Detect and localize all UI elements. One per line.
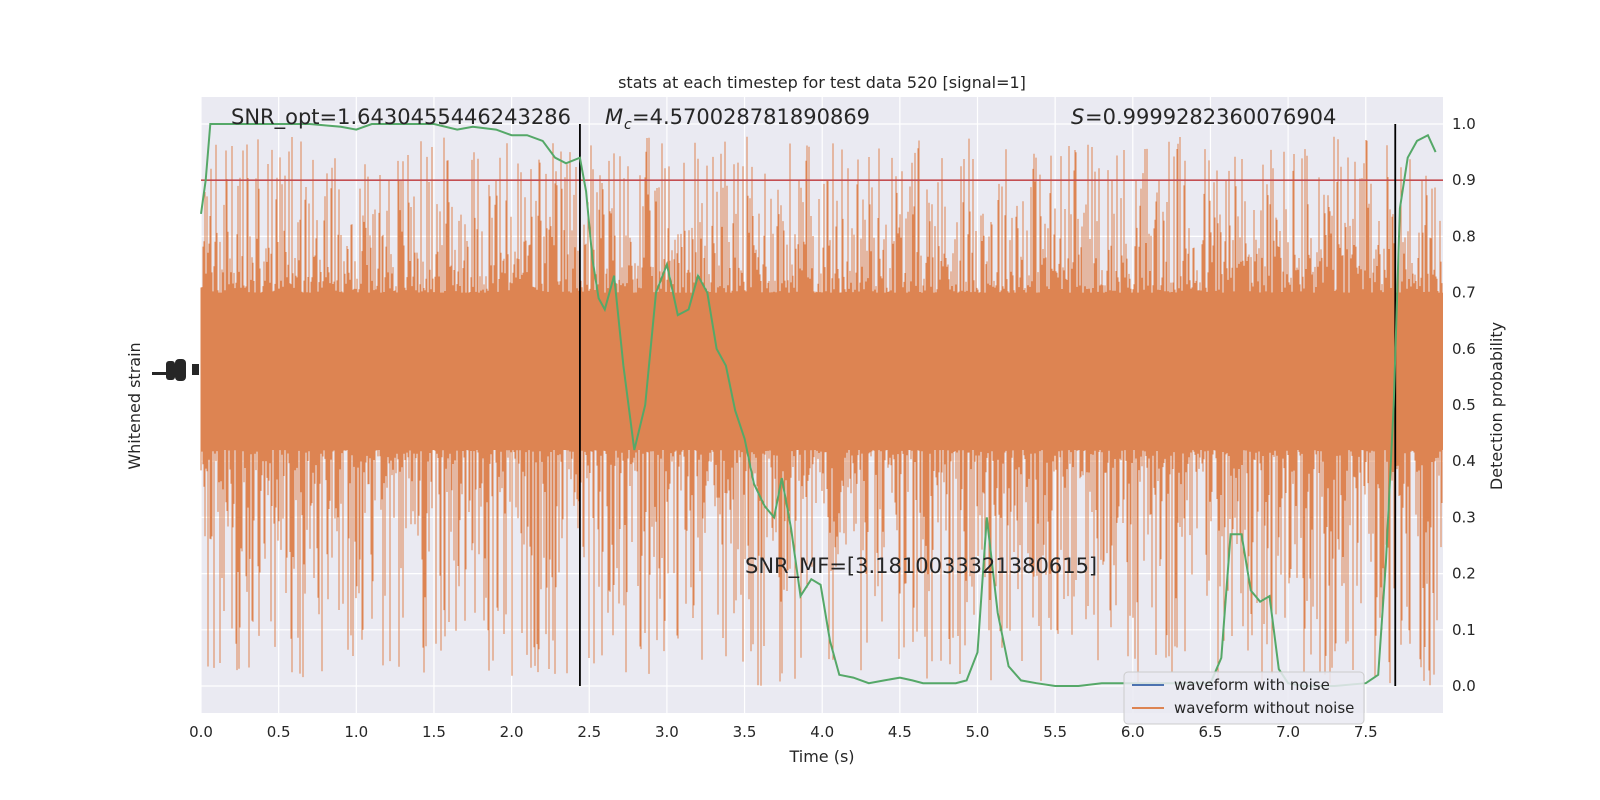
x-tick-label: 2.0: [500, 723, 524, 741]
svg-text:=0.9999282360076904: =0.9999282360076904: [1085, 105, 1336, 129]
x-tick-label: 7.0: [1276, 723, 1300, 741]
y-right-tick-label: 0.7: [1452, 284, 1476, 302]
detection-probability-line: [200, 123, 1437, 687]
x-tick-label: 1.0: [344, 723, 368, 741]
waveform-without-noise-series: [200, 136, 1443, 686]
x-tick-label: 0.5: [267, 723, 291, 741]
x-tick-label: 1.5: [422, 723, 446, 741]
x-tick-label: 2.5: [577, 723, 601, 741]
event-markers: [579, 124, 1397, 686]
x-tick-label: 3.5: [733, 723, 757, 741]
x-tick-label: 0.0: [189, 723, 213, 741]
chart-title: stats at each timestep for test data 520…: [618, 73, 1026, 92]
y-right-tick-label: 0.5: [1452, 396, 1476, 414]
x-tick-label: 5.5: [1043, 723, 1067, 741]
y-right-tick-label: 0.1: [1452, 621, 1476, 639]
x-tick-label: 4.5: [888, 723, 912, 741]
x-tick-label: 5.0: [966, 723, 990, 741]
svg-text:=4.570028781890869: =4.570028781890869: [632, 105, 870, 129]
svg-text:c: c: [624, 117, 632, 133]
legend-label-without-noise: waveform without noise: [1174, 699, 1354, 717]
y-right-tick-label: 0.2: [1452, 565, 1476, 583]
x-tick-label: 7.5: [1354, 723, 1378, 741]
y-right-tick-label: 1.0: [1452, 115, 1476, 133]
right-axis-label: Detection probability: [1487, 322, 1506, 490]
svg-text:M: M: [605, 105, 623, 129]
x-tick-labels: 0.0 0.5 1.0 1.5 2.0 2.5 3.0 3.5 4.0 4.5 5.0 5.5 6.0 6…: [189, 723, 1378, 741]
y-right-tick-label: 0.9: [1452, 171, 1476, 189]
y-right-tick-label: 0.8: [1452, 227, 1476, 245]
x-tick-label: 6.0: [1121, 723, 1145, 741]
y-right-tick-label: 0.4: [1452, 452, 1476, 470]
left-axis-label: Whitened strain: [125, 342, 144, 469]
y-right-tick-labels: 0.0 0.1 0.2 0.3 0.4 0.5 0.6 0.7 0.8 0.9 1.0: [1452, 115, 1476, 695]
y-right-tick-label: 0.3: [1452, 508, 1476, 526]
x-tick-label: 4.0: [810, 723, 834, 741]
x-axis-label: Time (s): [788, 747, 854, 766]
left-axis-squashed-ticks: [152, 359, 199, 381]
s-annotation: S =0.9999282360076904: [1071, 105, 1336, 129]
snr-opt-annotation: SNR_opt=1.6430455446243286: [231, 105, 571, 130]
legend: waveform with noise waveform without noi…: [1123, 671, 1365, 725]
snr-mf-annotation: SNR_MF=[3.1810033321380615]: [745, 554, 1097, 579]
svg-text:S: S: [1071, 105, 1084, 129]
x-tick-label: 6.5: [1199, 723, 1223, 741]
mc-annotation: M c =4.570028781890869: [605, 105, 870, 133]
legend-label-with-noise: waveform with noise: [1174, 676, 1330, 694]
x-tick-label: 3.0: [655, 723, 679, 741]
y-right-tick-label: 0.6: [1452, 340, 1476, 358]
y-right-tick-label: 0.0: [1452, 677, 1476, 695]
noise-spikes: [200, 136, 1443, 686]
